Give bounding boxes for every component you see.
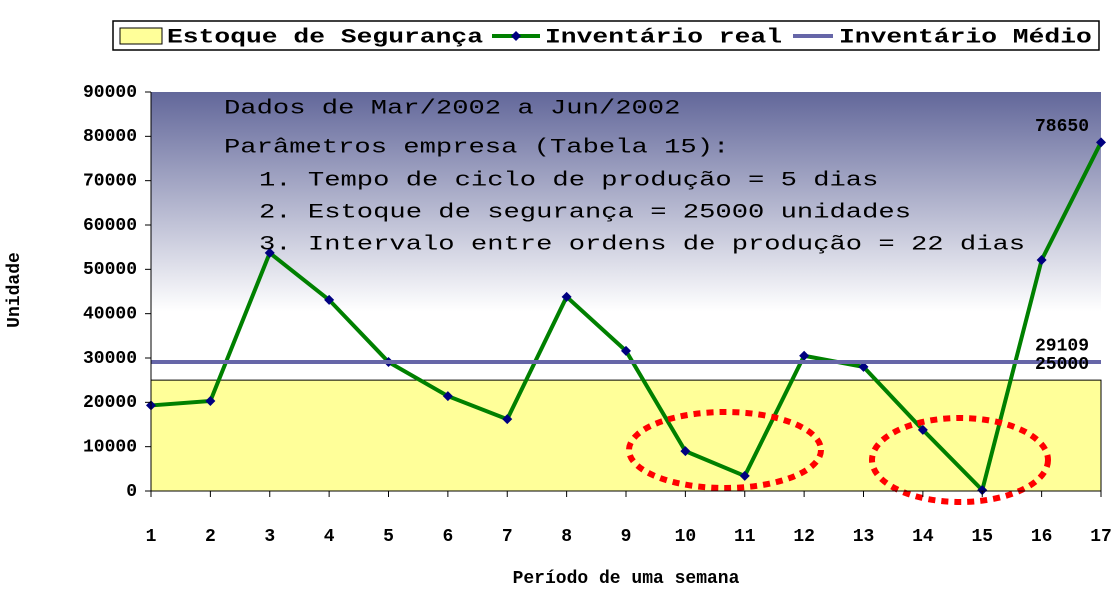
x-tick-label: 14 bbox=[912, 527, 934, 547]
y-tick-label: 50000 bbox=[83, 260, 137, 280]
y-tick-label: 30000 bbox=[83, 349, 137, 369]
marker bbox=[621, 345, 631, 356]
x-tick-label: 12 bbox=[793, 527, 815, 547]
marker bbox=[561, 291, 572, 302]
annotation: 2. Estoque de segurança = 25000 unidades bbox=[259, 201, 911, 224]
highlight-ellipse bbox=[626, 409, 824, 491]
marker bbox=[739, 470, 750, 481]
marker bbox=[917, 424, 928, 435]
marker bbox=[977, 485, 988, 496]
area bbox=[150, 379, 1102, 492]
marker bbox=[858, 361, 869, 372]
y-tick-label: 80000 bbox=[83, 127, 137, 147]
y-tick-label: 0 bbox=[126, 482, 137, 502]
x-tick-label: 16 bbox=[1031, 527, 1053, 547]
legend-label: Inventário real bbox=[545, 26, 782, 49]
x-tick-label: 10 bbox=[675, 527, 697, 547]
x-tick-label: 7 bbox=[502, 527, 513, 547]
legend-marker bbox=[511, 31, 521, 41]
legend-swatch bbox=[119, 27, 163, 45]
y-tick-label: 40000 bbox=[83, 304, 137, 324]
y-axis-label: Unidade bbox=[5, 252, 25, 328]
legend-label: Inventário Médio bbox=[839, 26, 1092, 49]
y-tick-label: 70000 bbox=[83, 171, 137, 191]
highlight-ellipse bbox=[869, 415, 1051, 505]
x-tick-label: 9 bbox=[621, 527, 632, 547]
x-tick-label: 3 bbox=[264, 527, 275, 547]
marker bbox=[1096, 137, 1106, 148]
data-label: 25000 bbox=[1035, 355, 1089, 375]
x-tick-label: 2 bbox=[205, 527, 216, 547]
legend-box bbox=[112, 20, 1100, 51]
marker bbox=[205, 396, 216, 407]
legend-label: Estoque de Segurança bbox=[167, 26, 483, 49]
marker bbox=[324, 294, 335, 305]
marker bbox=[680, 446, 691, 457]
x-tick-label: 13 bbox=[853, 527, 875, 547]
x-tick-label: 15 bbox=[971, 527, 993, 547]
marker bbox=[799, 350, 810, 361]
marker bbox=[442, 391, 453, 402]
data-label: 29109 bbox=[1035, 337, 1089, 357]
x-tick-label: 11 bbox=[734, 527, 756, 547]
x-tick-label: 4 bbox=[324, 527, 335, 547]
y-tick-label: 90000 bbox=[83, 83, 137, 103]
annotation: 1. Tempo de ciclo de produção = 5 dias bbox=[259, 169, 878, 192]
annotation: Parâmetros empresa (Tabela 15): bbox=[224, 136, 729, 159]
x-tick-label: 17 bbox=[1090, 527, 1112, 547]
y-tick-label: 10000 bbox=[83, 437, 137, 457]
x-tick-label: 6 bbox=[442, 527, 453, 547]
data-label: 78650 bbox=[1035, 117, 1089, 137]
x-tick-label: 1 bbox=[146, 527, 157, 547]
y-tick-label: 60000 bbox=[83, 216, 137, 236]
y-tick-label: 20000 bbox=[83, 393, 137, 413]
marker bbox=[502, 414, 513, 425]
marker bbox=[264, 247, 275, 258]
x-tick-label: 8 bbox=[561, 527, 572, 547]
annotation: 3. Intervalo entre ordens de produção = … bbox=[259, 233, 1025, 256]
marker bbox=[1036, 255, 1047, 266]
x-tick-label: 5 bbox=[383, 527, 394, 547]
annotation: Dados de Mar/2002 a Jun/2002 bbox=[224, 97, 680, 120]
x-axis-label: Período de uma semana bbox=[513, 569, 740, 589]
